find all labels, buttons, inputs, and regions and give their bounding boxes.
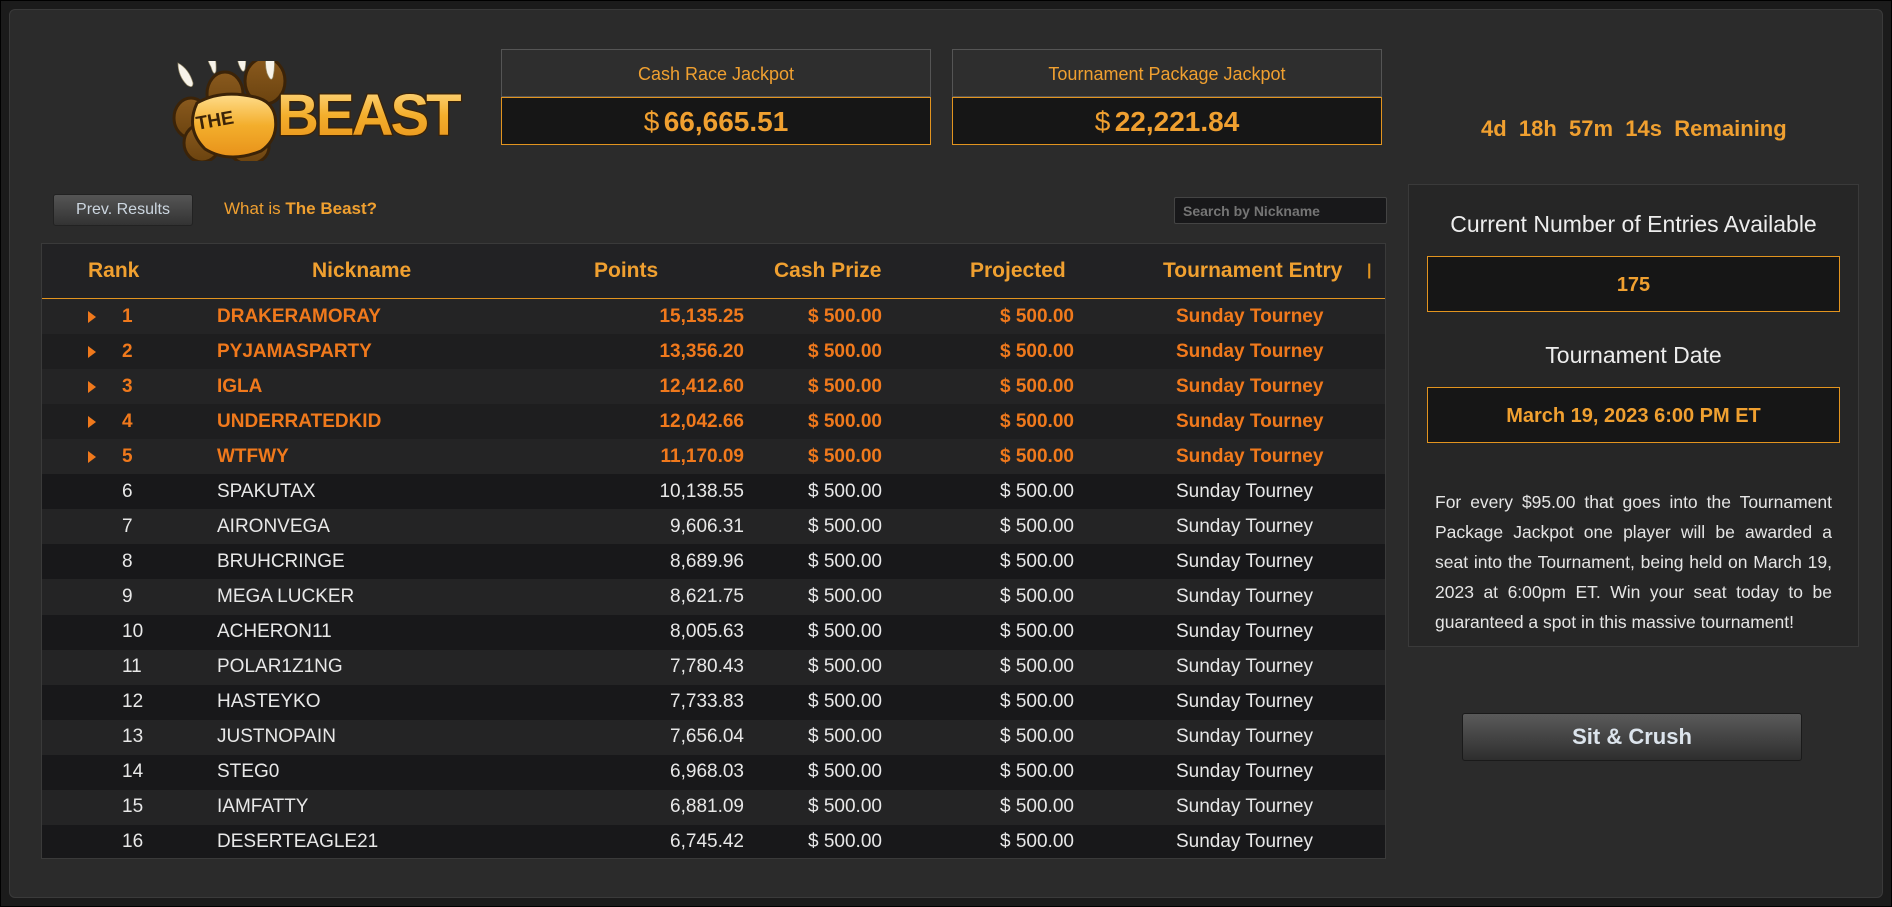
svg-text:BEAST: BEAST	[277, 83, 461, 148]
